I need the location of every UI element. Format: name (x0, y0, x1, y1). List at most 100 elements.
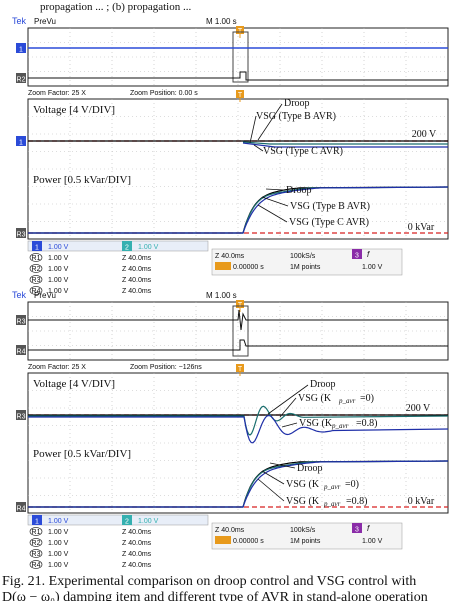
overview-r4-trace (28, 339, 448, 351)
ch1-marker-box (16, 43, 26, 53)
mode-label: PreVu (34, 291, 56, 300)
ch2-readout-marker-label: 2 (125, 245, 129, 252)
power-callout-kp08-sub: p_avr (323, 500, 341, 508)
ref-r1-value: 1.00 V (48, 255, 69, 262)
zoom-factor-text: Zoom Factor: 25 X (28, 90, 86, 97)
voltage-callout-vsg-c: VSG (Type C AVR) (263, 146, 343, 157)
power-trace-series-2 (28, 186, 449, 234)
trigger-level-readout: 1.00 V (362, 538, 383, 545)
voltage-scale-label: Voltage [4 V/DIV] (33, 378, 115, 390)
voltage-channel-marker-box (16, 410, 26, 420)
trigger-edge-symbol: f (367, 524, 370, 533)
voltage-channel-marker-box (16, 136, 26, 146)
ref-r3-value: 1.00 V (48, 277, 69, 284)
ch1-readout-value: 1.00 V (48, 244, 69, 251)
ref-r2-badge (29, 264, 43, 273)
zoom-trigger-marker-box (236, 90, 244, 98)
ref-r3-zoom: Z 40.0ms (122, 551, 152, 558)
ref-r1-badge (29, 527, 43, 536)
power-channel-marker: R3 (16, 228, 26, 239)
r4-marker: R4 (16, 345, 26, 356)
ref-r1-zoom: Z 40.0ms (122, 255, 152, 262)
ch2-readout-marker-label: 2 (125, 519, 129, 526)
voltage-callout-kp0-tail: =0) (360, 393, 374, 404)
ref-r4-label: R4 (32, 562, 41, 569)
ch2-readout-value: 1.00 V (138, 518, 159, 525)
figure-caption-line2: D(ω − ω₀) damping item and different typ… (2, 590, 428, 601)
ch1-readout-marker: 1 (32, 241, 42, 252)
ref-r1-label: R1 (32, 255, 41, 262)
voltage-callout-vsg-b-arrow (249, 115, 257, 144)
voltage-scale-label: Voltage [4 V/DIV] (33, 104, 115, 116)
ch1-marker-label: 1 (19, 47, 23, 54)
r3-marker-box (16, 315, 26, 325)
ref-r3-label: R3 (32, 551, 41, 558)
zoom-trigger-marker: T (236, 90, 244, 102)
voltage-callout-kp0-sub: p_avr (338, 397, 356, 405)
panel-b: Tek PreVu M 1.00 s T R3 R4 Zoom Factor: 25 X Zo… (12, 290, 449, 569)
acquisition-readout-box (211, 522, 403, 550)
ch3-trigger-marker: 3 (352, 249, 362, 260)
points-readout: 1M points (290, 538, 321, 545)
brand-label: Tek (12, 290, 27, 300)
power-reference-label: 0 kVar (408, 496, 435, 507)
power-channel-marker-box (16, 502, 26, 512)
oscilloscope-figure: propagation ... ; (b) propagation ... Tek… (12, 1, 449, 569)
figure-caption-line1: Fig. 21. Experimental comparison on droo… (2, 574, 417, 589)
power-scale-label: Power [0.5 kVar/DIV] (33, 448, 131, 460)
ch3-trigger-marker-box (352, 523, 362, 533)
ref-r2-label: R2 (32, 540, 41, 547)
power-trace-series-3 (28, 460, 449, 508)
ch2-readout-marker: 2 (122, 241, 132, 252)
acquisition-readout-box (211, 248, 403, 276)
overview-plot (27, 27, 449, 87)
zoom-trigger-marker-label: T (238, 92, 243, 99)
r2-marker-box (16, 73, 26, 83)
power-callout-kp0-tail: =0) (345, 479, 359, 490)
power-callout-kp0-arrow (261, 470, 285, 485)
zoom-position-text: Zoom Position: −126ns (130, 364, 202, 371)
ref-r4-zoom: Z 40.0ms (122, 562, 152, 569)
ch1-readout-marker-box (32, 241, 42, 251)
r4-marker-label: R4 (17, 349, 26, 356)
voltage-reference-label: 200 V (412, 129, 437, 140)
power-channel-marker-box (16, 228, 26, 238)
zoom-factor-text: Zoom Factor: 25 X (28, 364, 86, 371)
ref-r2-value: 1.00 V (48, 266, 69, 273)
overview-trigger-marker-box (236, 300, 244, 308)
power-reference-label: 0 kVar (408, 222, 435, 233)
overview-trigger-marker-box (236, 26, 244, 34)
time-readout: Z 40.0ms (215, 527, 245, 534)
ch1-readout-value: 1.00 V (48, 518, 69, 525)
voltage-channel-marker: 1 (16, 136, 26, 147)
sample-rate-readout: 100kS/s (290, 253, 316, 260)
ref-r3-zoom: Z 40.0ms (122, 277, 152, 284)
voltage-callout-kp08-arrow (281, 422, 298, 428)
voltage-channel-marker-label: R3 (17, 414, 26, 421)
voltage-callout-kp0-arrow (279, 397, 297, 418)
power-channel-marker: R4 (16, 502, 26, 513)
voltage-callout-droop: Droop (310, 379, 336, 390)
voltage-callout-droop: Droop (284, 98, 310, 109)
ref-r2-zoom: Z 40.0ms (122, 266, 152, 273)
ref-r4-value: 1.00 V (48, 562, 69, 569)
ch2-readout-marker: 2 (122, 515, 132, 526)
power-callout-vsg-c-arrow (257, 204, 288, 223)
ref-r3-badge (29, 549, 43, 558)
ch1-readout-marker-box (32, 515, 42, 525)
voltage-trace-kp08 (28, 414, 449, 444)
trigger-time-marker (215, 536, 231, 544)
ref-r3-value: 1.00 V (48, 551, 69, 558)
ch3-trigger-marker-label: 3 (355, 527, 359, 534)
trigger-edge-symbol: f (367, 250, 370, 259)
voltage-channel-marker-label: 1 (19, 140, 23, 147)
ref-r1-zoom: Z 40.0ms (122, 529, 152, 536)
overview-r3-trace (28, 309, 448, 331)
trigger-time-marker (215, 262, 231, 270)
power-callout-vsg-b-arrow (261, 196, 289, 207)
voltage-trace-vsg-b (242, 141, 448, 145)
overview-r2-trace (28, 71, 448, 81)
power-trace-series-2 (28, 460, 449, 508)
r3-marker: R3 (16, 315, 26, 326)
